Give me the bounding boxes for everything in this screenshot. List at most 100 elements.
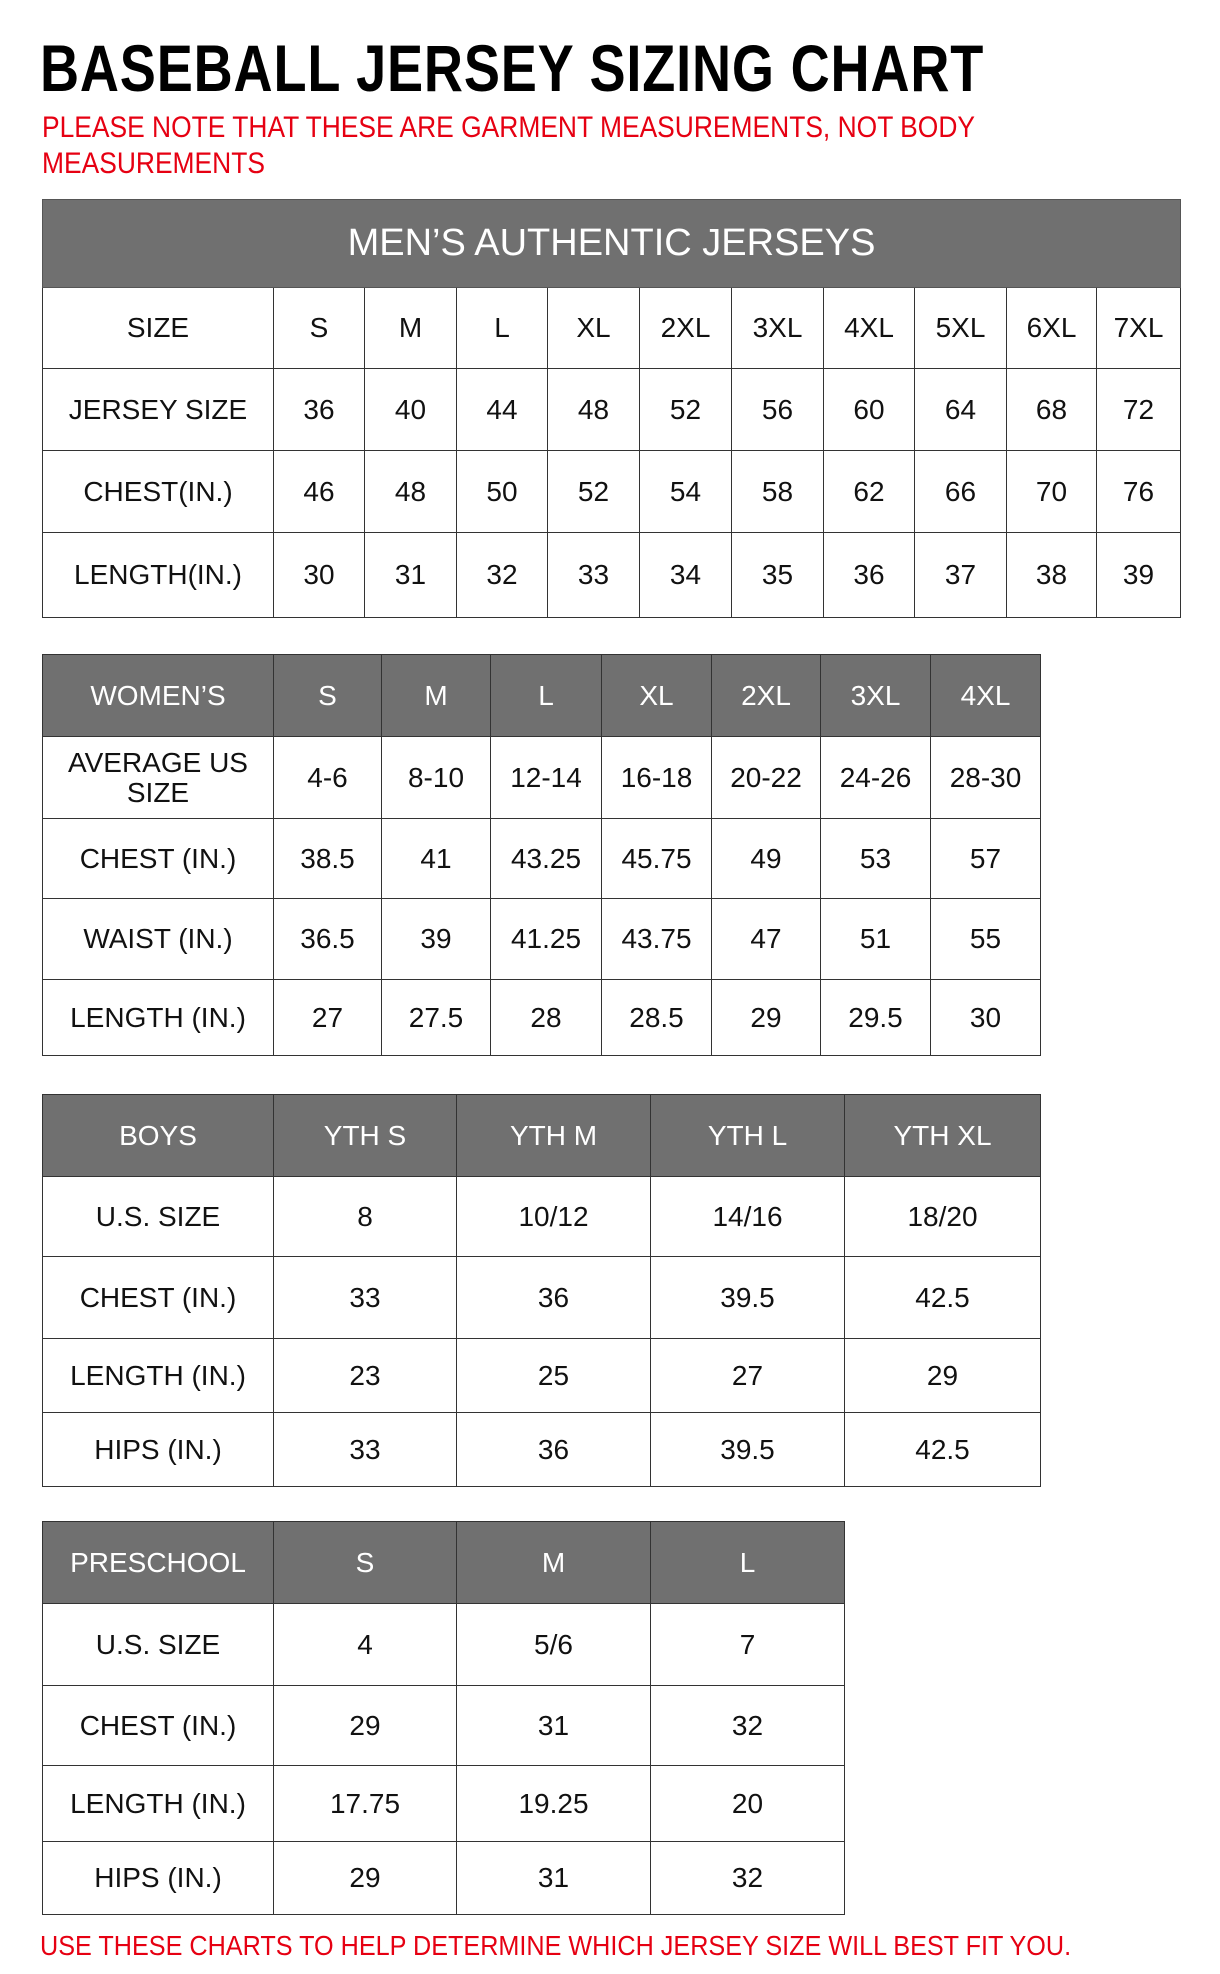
cell-value: 57 <box>930 818 1041 899</box>
cell-value: 68 <box>1006 368 1097 451</box>
cell-value: 7 <box>650 1603 845 1686</box>
row-label: HIPS (IN.) <box>42 1412 274 1487</box>
cell-value: 31 <box>364 532 457 618</box>
cell-value: 20-22 <box>711 736 821 819</box>
size-header: YTH M <box>456 1094 651 1177</box>
row-label: LENGTH (IN.) <box>42 1765 274 1842</box>
cell-value: 41.25 <box>490 898 602 980</box>
cell-value: 29 <box>273 1685 457 1766</box>
cell-value: 62 <box>823 450 915 533</box>
header-label: SIZE <box>42 287 274 369</box>
size-header: 5XL <box>914 287 1007 369</box>
cell-value: 46 <box>273 450 365 533</box>
cell-value: 23 <box>273 1338 457 1413</box>
table-row: LENGTH (IN.) 23 25 27 29 <box>42 1338 1041 1413</box>
table-row: JERSEY SIZE 36 40 44 48 52 56 60 64 68 72 <box>42 368 1182 451</box>
cell-value: 31 <box>456 1841 651 1915</box>
cell-value: 35 <box>731 532 824 618</box>
cell-value: 34 <box>639 532 732 618</box>
cell-value: 33 <box>273 1412 457 1487</box>
cell-value: 28.5 <box>601 979 712 1056</box>
cell-value: 29.5 <box>820 979 931 1056</box>
row-label: U.S. SIZE <box>42 1176 274 1257</box>
header-row: BOYS YTH S YTH M YTH L YTH XL <box>42 1094 1041 1177</box>
table-row: U.S. SIZE 4 5/6 7 <box>42 1603 845 1686</box>
table-row: CHEST(IN.) 46 48 50 52 54 58 62 66 70 76 <box>42 450 1182 533</box>
size-header: M <box>381 654 491 737</box>
header-row: PRESCHOOL S M L <box>42 1521 845 1604</box>
cell-value: 52 <box>547 450 640 533</box>
cell-value: 8 <box>273 1176 457 1257</box>
size-header: 6XL <box>1006 287 1097 369</box>
cell-value: 18/20 <box>844 1176 1041 1257</box>
size-header: 4XL <box>930 654 1041 737</box>
cell-value: 38.5 <box>273 818 382 899</box>
size-header: S <box>273 287 365 369</box>
cell-value: 20 <box>650 1765 845 1842</box>
cell-value: 16-18 <box>601 736 712 819</box>
size-header: 3XL <box>820 654 931 737</box>
table-row: HIPS (IN.) 29 31 32 <box>42 1841 845 1915</box>
cell-value: 72 <box>1095 368 1182 451</box>
size-header: 2XL <box>711 654 821 737</box>
cell-value: 42.5 <box>844 1256 1041 1339</box>
cell-value: 30 <box>930 979 1041 1056</box>
size-header: M <box>456 1521 651 1604</box>
cell-value: 55 <box>930 898 1041 980</box>
cell-value: 36 <box>273 368 365 451</box>
table-row: U.S. SIZE 8 10/12 14/16 18/20 <box>42 1176 1041 1257</box>
cell-value: 54 <box>639 450 732 533</box>
preschool-table: PRESCHOOL S M L U.S. SIZE 4 5/6 7 CHEST (IN.) 29 3… <box>42 1521 845 1915</box>
table-row: CHEST (IN.) 29 31 32 <box>42 1685 845 1766</box>
cell-value: 5/6 <box>456 1603 651 1686</box>
cell-value: 4 <box>273 1603 457 1686</box>
size-header: S <box>273 1521 457 1604</box>
cell-value: 32 <box>650 1841 845 1915</box>
cell-value: 48 <box>547 368 640 451</box>
cell-value: 37 <box>914 532 1007 618</box>
size-header: XL <box>601 654 712 737</box>
cell-value: 50 <box>456 450 548 533</box>
cell-value: 36.5 <box>273 898 382 980</box>
header-label: BOYS <box>42 1094 274 1177</box>
cell-value: 76 <box>1095 450 1182 533</box>
header-row: SIZE S M L XL 2XL 3XL 4XL 5XL 6XL 7XL <box>42 287 1182 369</box>
row-label: CHEST(IN.) <box>42 450 274 533</box>
size-header: 3XL <box>731 287 824 369</box>
cell-value: 39 <box>1095 532 1182 618</box>
table-row: LENGTH (IN.) 17.75 19.25 20 <box>42 1765 845 1842</box>
size-header: YTH XL <box>844 1094 1041 1177</box>
cell-value: 47 <box>711 898 821 980</box>
cell-value: 53 <box>820 818 931 899</box>
cell-value: 52 <box>639 368 732 451</box>
cell-value: 36 <box>456 1256 651 1339</box>
cell-value: 43.25 <box>490 818 602 899</box>
cell-value: 56 <box>731 368 824 451</box>
cell-value: 12-14 <box>490 736 602 819</box>
size-header: L <box>456 287 548 369</box>
cell-value: 41 <box>381 818 491 899</box>
cell-value: 70 <box>1006 450 1097 533</box>
table-row: AVERAGE US SIZE 4-6 8-10 12-14 16-18 20-22 24-… <box>42 736 1041 819</box>
table-banner: MEN’S AUTHENTIC JERSEYS <box>41 199 1182 288</box>
cell-value: 58 <box>731 450 824 533</box>
size-header: S <box>273 654 382 737</box>
cell-value: 28-30 <box>930 736 1041 819</box>
footer-note: USE THESE CHARTS TO HELP DETERMINE WHICH… <box>40 1930 1072 1961</box>
cell-value: 31 <box>456 1685 651 1766</box>
cell-value: 45.75 <box>601 818 712 899</box>
womens-table: WOMEN’S S M L XL 2XL 3XL 4XL AVERAGE US SIZE 4-6 8… <box>42 654 1041 1056</box>
table-row: CHEST (IN.) 38.5 41 43.25 45.75 49 53 57 <box>42 818 1041 899</box>
row-label: LENGTH(IN.) <box>42 532 274 618</box>
boys-table: BOYS YTH S YTH M YTH L YTH XL U.S. SIZE 8 10/12… <box>42 1094 1041 1487</box>
header-label: WOMEN’S <box>42 654 274 737</box>
table-row: LENGTH(IN.) 30 31 32 33 34 35 36 37 38 39 <box>42 532 1182 618</box>
cell-value: 42.5 <box>844 1412 1041 1487</box>
cell-value: 27.5 <box>381 979 491 1056</box>
cell-value: 25 <box>456 1338 651 1413</box>
row-label: LENGTH (IN.) <box>42 1338 274 1413</box>
size-header: YTH L <box>650 1094 845 1177</box>
cell-value: 29 <box>273 1841 457 1915</box>
table-row: WAIST (IN.) 36.5 39 41.25 43.75 47 51 55 <box>42 898 1041 980</box>
cell-value: 38 <box>1006 532 1097 618</box>
